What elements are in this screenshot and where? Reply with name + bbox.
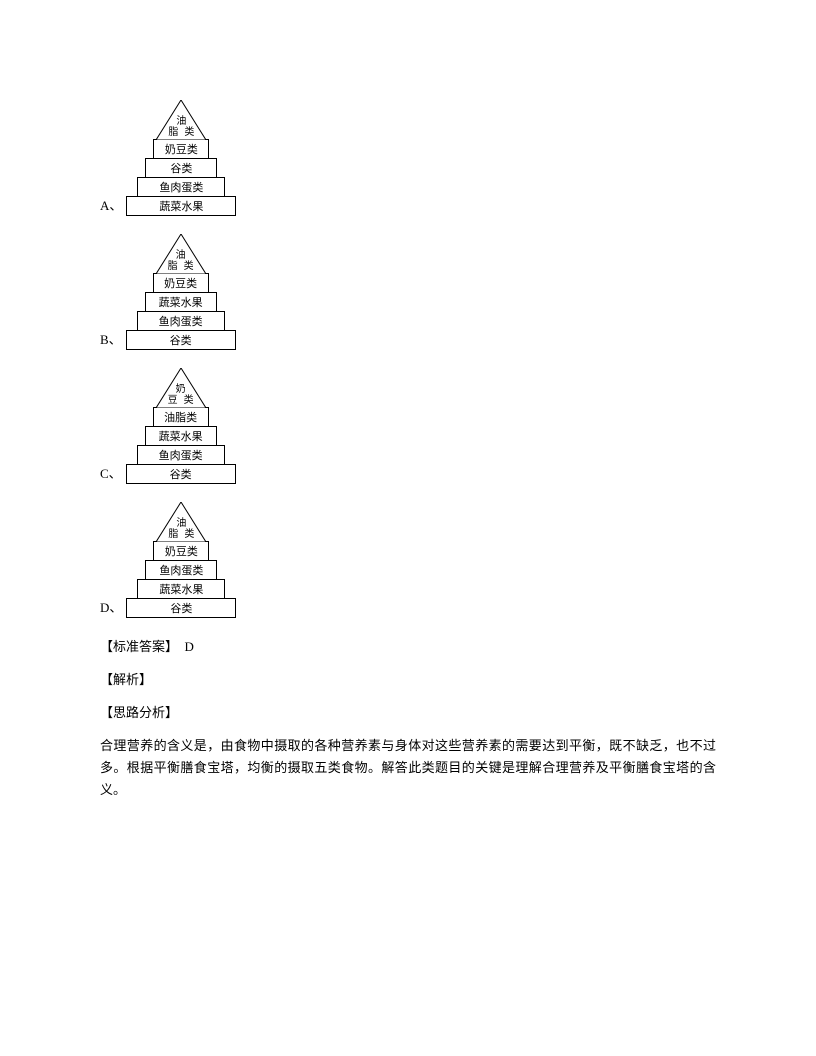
option-b-tier-4: 谷类: [126, 330, 236, 350]
option-b-apex: 油 脂类: [162, 234, 200, 274]
analysis-label: 【解析】: [100, 669, 716, 688]
option-b-row: B、 油 脂类 奶豆类 蔬菜水果 鱼肉蛋类 谷类: [100, 234, 716, 350]
apex-line2: 脂类: [162, 261, 200, 272]
option-d-tier-4: 谷类: [126, 598, 236, 618]
option-d-label: D、: [100, 597, 122, 618]
option-c-row: C、 奶 豆类 油脂类 蔬菜水果 鱼肉蛋类 谷类: [100, 368, 716, 484]
option-c-tier-1: 油脂类: [153, 407, 209, 427]
option-b-pyramid: 油 脂类 奶豆类 蔬菜水果 鱼肉蛋类 谷类: [126, 234, 236, 350]
option-b-tier-2: 蔬菜水果: [145, 292, 217, 312]
option-a-tier-3: 鱼肉蛋类: [137, 177, 225, 197]
option-a-label: A、: [100, 195, 122, 216]
answer-block: 【标准答案】 D 【解析】 【思路分析】 合理营养的含义是，由食物中摄取的各种营…: [100, 636, 716, 801]
option-d-pyramid: 油 脂类 奶豆类 鱼肉蛋类 蔬菜水果 谷类: [126, 502, 236, 618]
option-a-tier-4: 蔬菜水果: [126, 196, 236, 216]
thought-label: 【思路分析】: [100, 702, 716, 721]
apex-line1: 油: [162, 250, 200, 261]
option-c-pyramid: 奶 豆类 油脂类 蔬菜水果 鱼肉蛋类 谷类: [126, 368, 236, 484]
page: A、 油 脂类 奶豆类 谷类 鱼肉蛋类 蔬菜水果 B、: [0, 0, 816, 841]
option-a-tier-2: 谷类: [145, 158, 217, 178]
option-c-tier-2: 蔬菜水果: [145, 426, 217, 446]
option-c-label: C、: [100, 463, 122, 484]
option-d-apex-text: 油 脂类: [162, 518, 200, 542]
standard-answer-line: 【标准答案】 D: [100, 636, 716, 655]
option-d-apex: 油 脂类: [162, 502, 200, 542]
standard-answer-value: D: [185, 639, 194, 654]
apex-line1: 油: [162, 518, 200, 529]
explanation-text: 合理营养的含义是，由食物中摄取的各种营养素与身体对这些营养素的需要达到平衡，既不…: [100, 735, 716, 801]
option-c-tier-3: 鱼肉蛋类: [137, 445, 225, 465]
option-d-tier-1: 奶豆类: [153, 541, 209, 561]
option-c-apex: 奶 豆类: [162, 368, 200, 408]
option-c-apex-text: 奶 豆类: [162, 384, 200, 408]
option-d-tier-2: 鱼肉蛋类: [145, 560, 217, 580]
apex-line1: 油: [162, 116, 200, 127]
option-b-tier-3: 鱼肉蛋类: [137, 311, 225, 331]
option-b-apex-text: 油 脂类: [162, 250, 200, 274]
option-d-row: D、 油 脂类 奶豆类 鱼肉蛋类 蔬菜水果 谷类: [100, 502, 716, 618]
option-d-tier-3: 蔬菜水果: [137, 579, 225, 599]
option-a-pyramid: 油 脂类 奶豆类 谷类 鱼肉蛋类 蔬菜水果: [126, 100, 236, 216]
option-c-tier-4: 谷类: [126, 464, 236, 484]
option-b-label: B、: [100, 329, 122, 350]
option-a-tier-1: 奶豆类: [153, 139, 209, 159]
standard-answer-label: 【标准答案】: [100, 639, 178, 654]
apex-line2: 脂类: [162, 127, 200, 138]
option-b-tier-1: 奶豆类: [153, 273, 209, 293]
option-a-apex-text: 油 脂类: [162, 116, 200, 140]
apex-line1: 奶: [162, 384, 200, 395]
apex-line2: 豆类: [162, 395, 200, 406]
option-a-apex: 油 脂类: [162, 100, 200, 140]
apex-line2: 脂类: [162, 529, 200, 540]
option-a-row: A、 油 脂类 奶豆类 谷类 鱼肉蛋类 蔬菜水果: [100, 100, 716, 216]
